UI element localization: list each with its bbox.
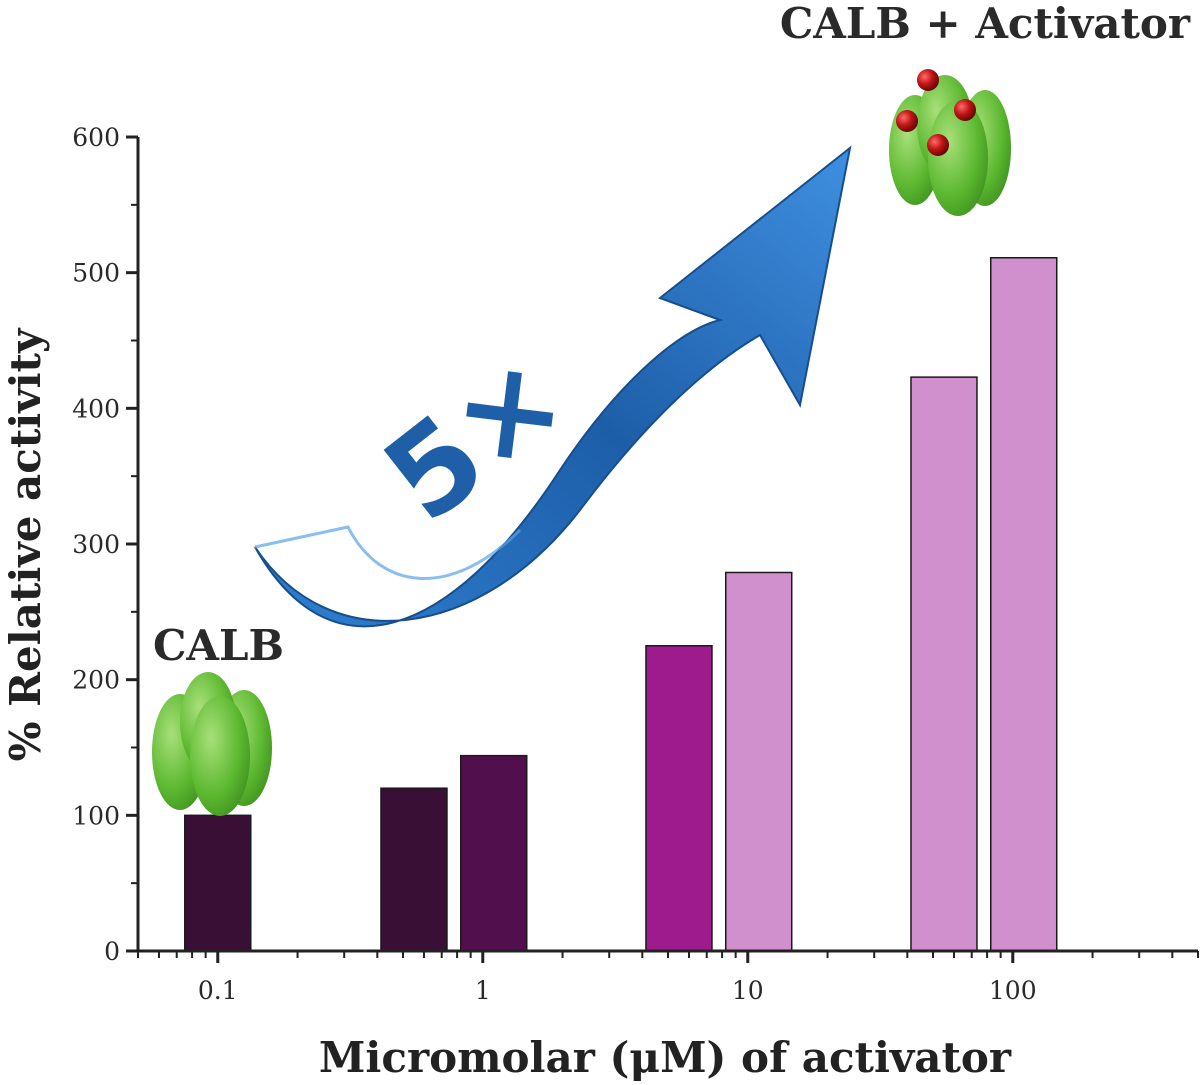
bar-3 xyxy=(645,645,713,952)
x-tick-label: 1 xyxy=(475,976,491,1005)
y-tick-label: 100 xyxy=(72,801,120,830)
calb-protein-icon xyxy=(152,672,272,816)
x-tick-label: 0.1 xyxy=(198,976,238,1005)
calb-activator-protein-icon xyxy=(889,69,1011,216)
y-tick-label: 400 xyxy=(72,394,120,423)
y-axis-title: % Relative activity xyxy=(1,327,50,761)
calb-label: CALB xyxy=(153,621,284,670)
arrow-up-icon xyxy=(254,145,852,628)
bar-2 xyxy=(459,754,528,952)
x-axis-ticks: 0.1 1 10 100 xyxy=(137,951,1199,1005)
y-tick-label: 300 xyxy=(72,530,120,559)
x-tick-label: 10 xyxy=(732,976,764,1005)
y-axis-ticks: 0 100 200 300 400 500 600 xyxy=(72,123,138,966)
x-tick-label: 100 xyxy=(989,976,1037,1005)
axes: 0 100 200 300 400 500 600 0.1 1 10 100 xyxy=(72,123,1199,1005)
y-tick-label: 500 xyxy=(72,259,120,288)
bars xyxy=(184,256,1058,952)
bar-4 xyxy=(724,571,793,952)
bar-1 xyxy=(380,787,448,952)
bar-6 xyxy=(989,256,1058,952)
y-tick-label: 200 xyxy=(72,666,120,695)
x-axis-title: Micromolar (μM) of activator xyxy=(319,1033,1012,1082)
bar-0 xyxy=(184,814,252,952)
y-tick-label: 600 xyxy=(72,123,120,152)
bar-5 xyxy=(910,376,978,952)
y-tick-label: 0 xyxy=(104,937,120,966)
calb-activator-label: CALB + Activator xyxy=(780,0,1191,48)
